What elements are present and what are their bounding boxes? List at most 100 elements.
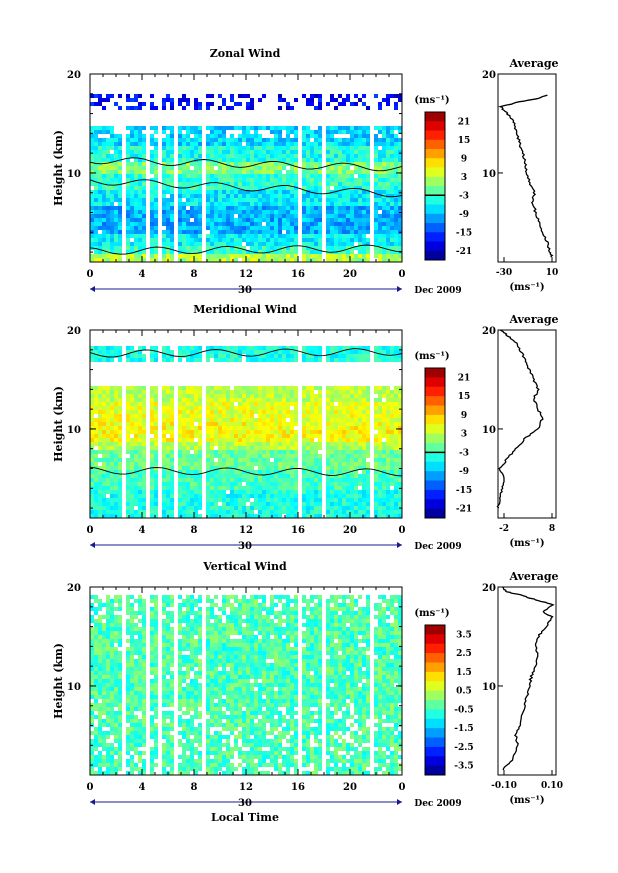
heatmap-cell xyxy=(362,214,366,218)
heatmap-cell xyxy=(94,438,98,442)
heatmap-cell xyxy=(162,406,166,410)
heatmap-cell xyxy=(254,462,258,466)
heatmap-cell xyxy=(150,210,154,214)
heatmap-cell xyxy=(94,186,98,190)
heatmap-cell xyxy=(290,454,294,458)
heatmap-cell xyxy=(374,238,378,242)
heatmap-cell xyxy=(266,138,270,142)
heatmap-cell xyxy=(382,406,386,410)
heatmap-cell xyxy=(246,194,250,198)
heatmap-cell xyxy=(162,514,166,518)
heatmap-cell xyxy=(310,442,314,446)
heatmap-cell xyxy=(246,410,250,414)
heatmap-cell xyxy=(238,394,242,398)
heatmap-cell xyxy=(162,206,166,210)
heatmap-cell xyxy=(230,482,234,486)
heatmap-cell xyxy=(118,418,122,422)
heatmap-cell xyxy=(194,498,198,502)
heatmap-cell xyxy=(114,478,118,482)
heatmap-cell xyxy=(170,454,174,458)
heatmap-cell xyxy=(154,398,158,402)
heatmap-cell xyxy=(198,186,202,190)
heatmap-cell xyxy=(250,390,254,394)
heatmap-cell xyxy=(378,458,382,462)
heatmap-cell xyxy=(282,410,286,414)
heatmap-cell xyxy=(290,450,294,454)
heatmap-cell xyxy=(234,202,238,206)
heatmap-cell xyxy=(266,182,270,186)
heatmap-cell xyxy=(354,482,358,486)
heatmap-cell xyxy=(254,386,258,390)
heatmap-cell xyxy=(362,258,366,262)
heatmap-cell xyxy=(98,354,102,358)
heatmap-cell xyxy=(178,198,182,202)
heatmap-cell xyxy=(342,250,346,254)
heatmap-cell xyxy=(98,210,102,214)
heatmap-cell xyxy=(362,438,366,442)
heatmap-cell xyxy=(170,186,174,190)
heatmap-cell xyxy=(382,426,386,430)
heatmap-cell xyxy=(286,454,290,458)
heatmap-cell xyxy=(394,106,398,110)
heatmap-cell xyxy=(206,214,210,218)
heatmap-cell xyxy=(222,418,226,422)
heatmap-cell xyxy=(330,130,334,134)
heatmap-cell xyxy=(290,166,294,170)
heatmap-cell xyxy=(390,154,394,158)
heatmap-cell xyxy=(90,446,94,450)
heatmap-cell xyxy=(218,158,222,162)
colorbar-tick: -15 xyxy=(456,228,472,238)
heatmap-cell xyxy=(246,142,250,146)
heatmap-cell xyxy=(106,166,110,170)
heatmap-cell xyxy=(90,222,94,226)
heatmap-cell xyxy=(134,254,138,258)
heatmap-cell xyxy=(262,346,266,350)
heatmap-cell xyxy=(134,514,138,518)
heatmap-cell xyxy=(386,202,390,206)
heatmap-cell xyxy=(138,418,142,422)
heatmap-cell xyxy=(326,258,330,262)
heatmap-cell xyxy=(342,474,346,478)
heatmap-cell xyxy=(90,410,94,414)
heatmap-cell xyxy=(278,174,282,178)
heatmap-cell xyxy=(274,166,278,170)
heatmap-cell xyxy=(366,406,370,410)
heatmap-cell xyxy=(94,214,98,218)
heatmap-cell xyxy=(110,186,114,190)
profile-title: Average xyxy=(508,57,558,70)
heatmap-cell xyxy=(130,438,134,442)
heatmap-cell xyxy=(330,194,334,198)
heatmap-cell xyxy=(266,430,270,434)
heatmap-cell xyxy=(98,226,102,230)
heatmap-cell xyxy=(306,182,310,186)
heatmap-cell xyxy=(118,386,122,390)
heatmap-cell xyxy=(150,430,154,434)
heatmap-cell xyxy=(358,150,362,154)
heatmap-cell xyxy=(258,446,262,450)
heatmap-cell xyxy=(138,346,142,350)
heatmap-cell xyxy=(198,222,202,226)
heatmap-cell xyxy=(294,142,298,146)
heatmap-cell xyxy=(226,210,230,214)
heatmap-cell xyxy=(386,482,390,486)
heatmap-cell xyxy=(162,394,166,398)
heatmap-cell xyxy=(382,454,386,458)
heatmap-cell xyxy=(306,426,310,430)
heatmap-cell xyxy=(282,474,286,478)
heatmap-cell xyxy=(170,430,174,434)
heatmap-cell xyxy=(218,426,222,430)
heatmap-cell xyxy=(178,222,182,226)
heatmap-cell xyxy=(294,390,298,394)
heatmap-cell xyxy=(334,386,338,390)
heatmap-cell xyxy=(286,234,290,238)
heatmap-cell xyxy=(98,254,102,258)
heatmap-cell xyxy=(294,126,298,130)
heatmap-cell xyxy=(342,226,346,230)
heatmap-cell xyxy=(162,506,166,510)
heatmap-cell xyxy=(126,466,130,470)
heatmap-cell xyxy=(142,138,146,142)
heatmap-cell xyxy=(346,246,350,250)
heatmap-cell xyxy=(142,150,146,154)
heatmap-cell xyxy=(390,462,394,466)
heatmap-cell xyxy=(210,234,214,238)
